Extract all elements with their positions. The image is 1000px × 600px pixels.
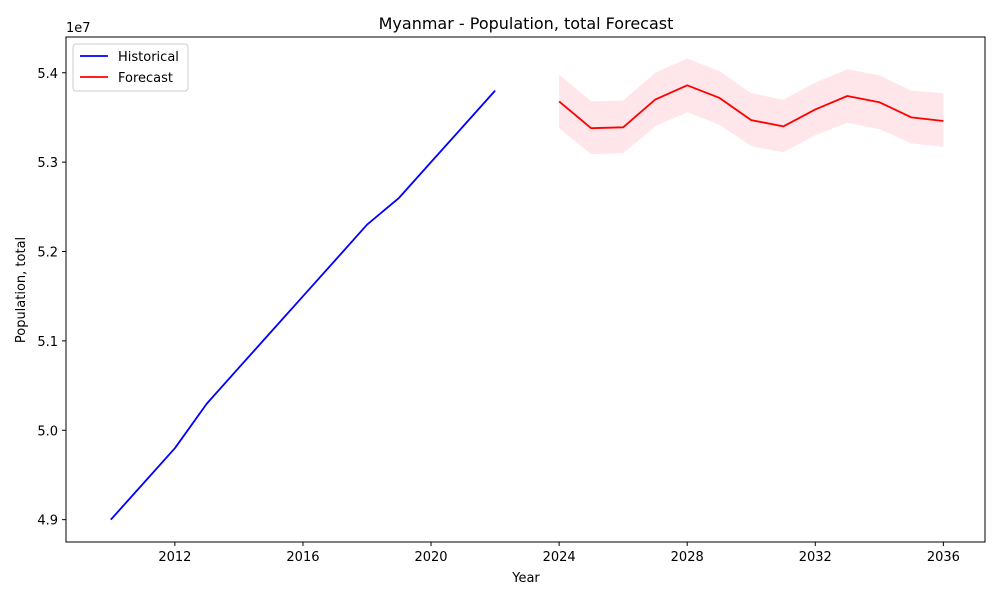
x-tick-label: 2024: [543, 550, 576, 565]
forecast-series-line: [558, 84, 944, 130]
y-tick-label: 5.3: [37, 156, 58, 171]
y-tick-label: 5.4: [37, 67, 58, 82]
x-tick-label: 2036: [927, 550, 960, 565]
legend: Historical Forecast: [72, 43, 189, 92]
y-tick-label: 5.1: [37, 335, 58, 350]
forecast-confidence-band: [559, 58, 944, 155]
x-tick-label: 2028: [671, 550, 704, 565]
y-tick-label: 4.9: [37, 514, 58, 529]
series-line-layer: [110, 84, 944, 521]
x-axis-title: Year: [511, 571, 540, 586]
legend-forecast-label: Forecast: [118, 71, 173, 86]
x-tick-label: 2016: [286, 550, 319, 565]
plot-frame: [65, 36, 986, 543]
tick-layer: 2012 2016 2020 2024 2028 2032 2036 4.9 5.0 5.1 5.2…: [37, 67, 960, 565]
x-tick-label: 2012: [158, 550, 191, 565]
y-tick-label: 5.2: [37, 246, 58, 261]
legend-historical-label: Historical: [118, 50, 179, 65]
x-tick-label: 2020: [414, 550, 447, 565]
chart-title: Myanmar - Population, total Forecast: [379, 14, 674, 33]
y-tick-label: 5.0: [37, 424, 58, 439]
y-axis-title: Population, total: [14, 237, 29, 343]
x-tick-label: 2032: [799, 550, 832, 565]
y-axis-exponent-label: 1e7: [66, 21, 91, 36]
historical-series-line: [110, 90, 496, 521]
forecast-band-layer: [559, 58, 944, 155]
